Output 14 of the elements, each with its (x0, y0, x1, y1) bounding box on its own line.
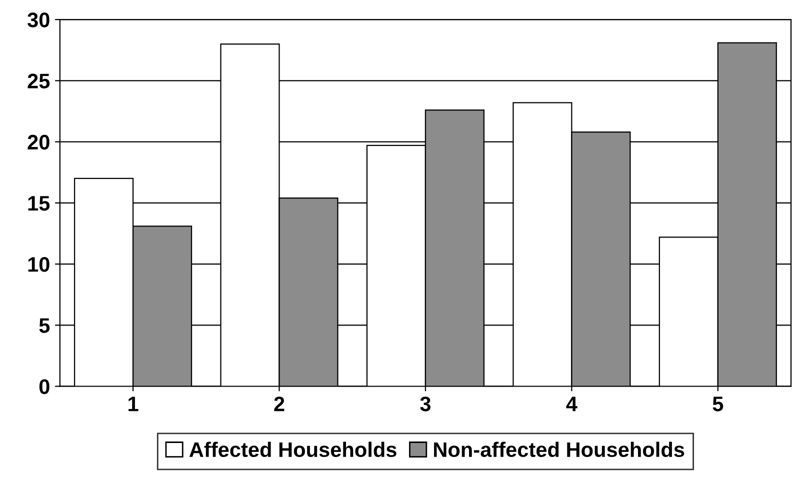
legend-label: Non-affected Households (434, 442, 684, 458)
x-tick-label: 2 (274, 396, 284, 412)
x-tick-label: 4 (566, 396, 578, 412)
y-tick-label: 5 (39, 318, 50, 333)
y-tick-label: 20 (28, 134, 50, 150)
x-tick-label: 3 (420, 396, 431, 412)
x-tick-label: 1 (128, 396, 138, 412)
x-tick-label: 5 (712, 396, 724, 412)
y-tick-label: 10 (28, 257, 50, 272)
legend-label: Affected Households (189, 442, 396, 458)
y-tick-label: 25 (28, 74, 50, 88)
y-tick-label: 15 (28, 196, 50, 211)
y-tick-label: 30 (28, 12, 50, 28)
y-tick-label: 0 (39, 379, 50, 394)
